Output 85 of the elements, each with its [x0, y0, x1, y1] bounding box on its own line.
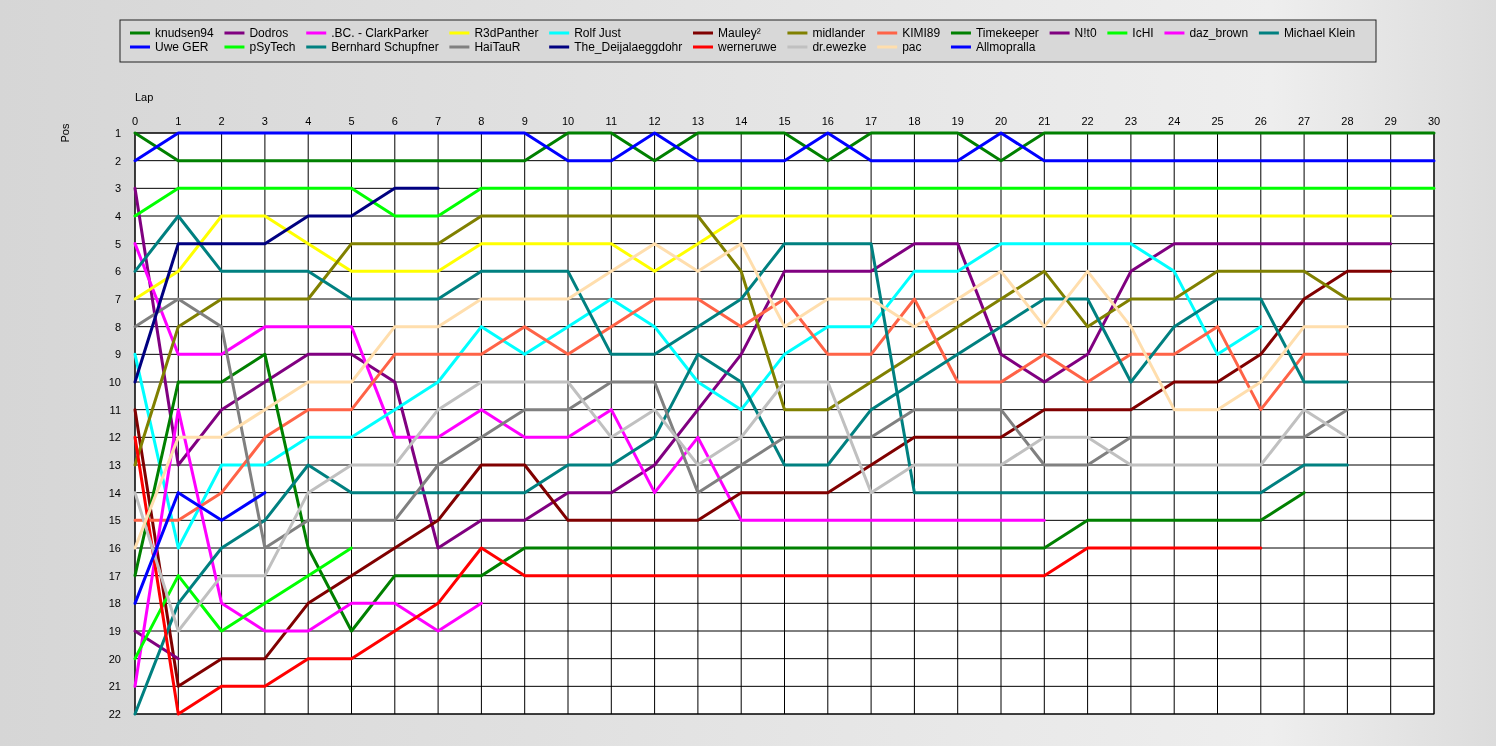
x-tick-label: 9 [521, 115, 528, 127]
x-tick-label: 30 [1427, 115, 1441, 127]
x-tick-label: 1 [175, 115, 182, 127]
line-series [133, 546, 353, 661]
x-tick-label: 15 [778, 115, 791, 127]
x-tick-label: 3 [261, 115, 268, 127]
y-tick-label: 13 [108, 459, 121, 471]
x-tick-label: 22 [1081, 115, 1094, 127]
x-tick-label: 19 [951, 115, 964, 127]
x-axis-title: Lap [135, 91, 154, 103]
x-tick-label: 10 [561, 115, 575, 127]
y-tick-label: 9 [114, 348, 121, 361]
legend-label: Bernhard Schupfner [331, 40, 439, 54]
legend-label: Dodros [249, 26, 289, 40]
legend-label: Allmopralla [975, 40, 1036, 54]
legend-label: daz_brown [1189, 26, 1249, 40]
line-series [133, 186, 1393, 550]
x-tick-label: 4 [305, 115, 312, 127]
x-tick-label: 20 [994, 115, 1008, 127]
legend-label: pSyTech [249, 40, 296, 54]
y-tick-label: 21 [108, 680, 121, 693]
y-tick-label: 7 [114, 293, 121, 305]
y-tick-label: 15 [108, 514, 121, 527]
x-tick-label: 14 [735, 115, 748, 127]
x-tick-label: 11 [605, 115, 618, 127]
line-series [133, 408, 483, 688]
line-series [133, 269, 1393, 688]
legend-label: Rolf Just [574, 26, 622, 40]
legend-label: HaiTauR [474, 40, 521, 54]
legend-label: KIMI89 [902, 26, 941, 40]
x-tick-label: 23 [1124, 115, 1138, 127]
x-tick-label: 5 [348, 115, 355, 127]
y-tick-label: 1 [114, 127, 121, 139]
y-tick-label: 12 [108, 431, 121, 444]
x-tick-label: 27 [1297, 115, 1311, 127]
y-tick-label: 5 [114, 237, 121, 250]
x-tick-label: 12 [648, 115, 661, 127]
line-series [133, 242, 1046, 522]
legend-label: dr.ewezke [812, 40, 867, 54]
legend-label: Michael Klein [1283, 26, 1356, 40]
x-tick-label: 18 [908, 115, 921, 127]
legend-label: werneruwe [716, 40, 777, 54]
y-tick-label: 14 [108, 486, 121, 499]
x-tick-label: 8 [478, 115, 485, 127]
y-tick-label: 16 [108, 542, 121, 554]
x-tick-label: 25 [1211, 115, 1224, 127]
y-tick-label: 17 [108, 569, 121, 582]
line-series [133, 214, 1393, 301]
x-tick-label: 28 [1341, 115, 1354, 127]
y-tick-label: 19 [108, 625, 121, 637]
legend-label: midlander [812, 26, 866, 40]
legend-label: Uwe GER [155, 40, 209, 54]
legend-label: pac [902, 40, 922, 54]
x-tick-label: 21 [1038, 115, 1051, 127]
legend-label: knudsen94 [155, 26, 215, 40]
legend-label: Timekeeper [975, 26, 1039, 40]
legend-label: .BC. - ClarkParker [331, 26, 429, 40]
legend-label: IcHI [1132, 26, 1154, 40]
x-tick-label: 13 [691, 115, 705, 127]
line-series [133, 435, 1263, 716]
x-tick-label: 17 [864, 115, 878, 127]
y-tick-label: 4 [114, 210, 121, 222]
x-tick-label: 16 [821, 115, 834, 127]
x-tick-label: 0 [131, 115, 139, 127]
legend-label: R3dPanther [474, 26, 539, 40]
y-tick-label: 8 [114, 320, 121, 333]
line-series [133, 186, 440, 384]
x-tick-label: 24 [1168, 115, 1181, 127]
y-tick-label: 11 [109, 403, 121, 416]
x-tick-label: 26 [1254, 115, 1267, 127]
y-axis-title: Pos [59, 123, 71, 143]
y-tick-label: 22 [108, 708, 121, 720]
y-tick-label: 18 [108, 597, 121, 610]
y-tick-label: 20 [108, 652, 121, 665]
x-tick-label: 29 [1384, 115, 1397, 127]
legend-label: Mauley² [717, 26, 761, 40]
y-tick-label: 10 [108, 376, 121, 388]
x-tick-label: 6 [391, 115, 398, 127]
x-tick-label: 7 [435, 115, 442, 127]
x-tick-label: 2 [218, 115, 225, 127]
y-tick-label: 3 [114, 182, 121, 195]
legend-label: The_Deijalaeggdohr [574, 40, 683, 54]
y-tick-label: 2 [114, 154, 121, 167]
legend-label: N!t0 [1074, 26, 1097, 40]
y-tick-label: 6 [114, 265, 121, 278]
